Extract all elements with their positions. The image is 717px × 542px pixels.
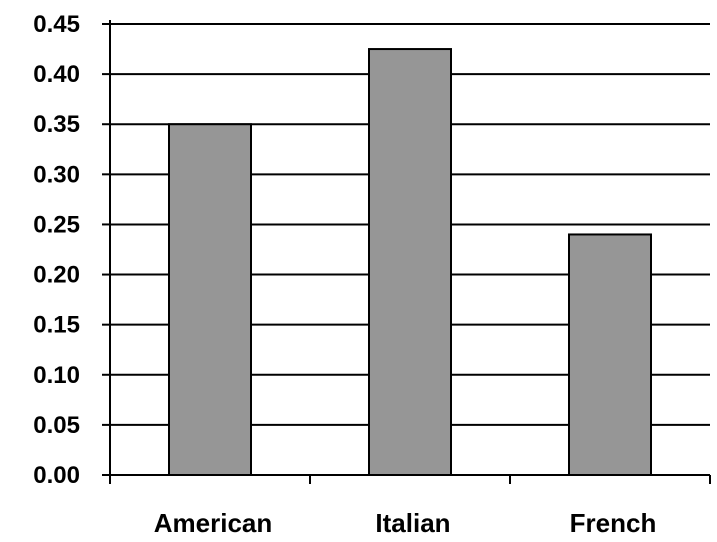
bar-french: [568, 233, 652, 476]
bar-american: [168, 123, 252, 476]
y-tick-label: 0.45: [33, 11, 80, 38]
x-tick-labels: American Italian French: [154, 508, 657, 538]
x-tick-label: French: [570, 508, 657, 538]
y-tick-label: 0.20: [33, 262, 80, 289]
axes: [102, 20, 711, 484]
y-tick-label: 0.15: [33, 312, 80, 339]
y-tick-label: 0.25: [33, 211, 80, 238]
y-tick-label: 0.40: [33, 61, 80, 88]
y-tick-label: 0.05: [33, 412, 80, 439]
bar-italian: [368, 48, 452, 477]
x-tick-label: American: [154, 508, 273, 538]
y-tick-labels: 0.00 0.05 0.10 0.15 0.20 0.25 0.30 0.35 0.40 0.45: [33, 11, 80, 489]
y-tick-label: 0.35: [33, 111, 80, 138]
y-tick-label: 0.00: [33, 462, 80, 489]
y-tick-label: 0.30: [33, 161, 80, 188]
bars: [168, 48, 652, 477]
x-tick-label: Italian: [375, 508, 450, 538]
y-tick-label: 0.10: [33, 362, 80, 389]
